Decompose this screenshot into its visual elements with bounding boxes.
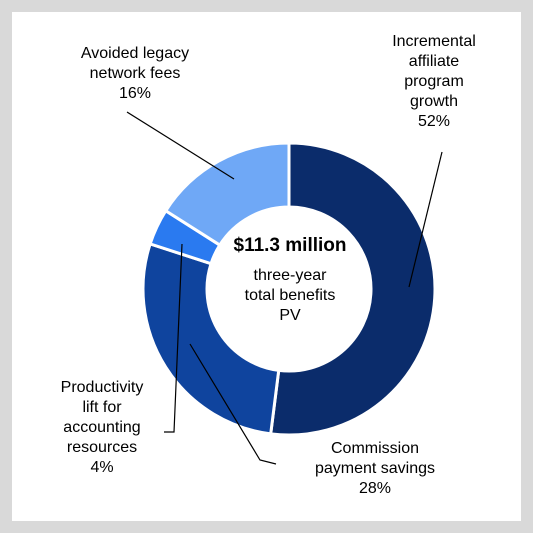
leader-productivity-lift (164, 243, 183, 433)
slice-label-commission-savings: Commission payment savings 28% (290, 439, 460, 499)
donut-chart (126, 111, 443, 465)
slice-label-name: Avoided legacy network fees (80, 45, 190, 82)
chart-card: $11.3 million three-year total benefits … (12, 12, 521, 521)
center-value: $11.3 million (233, 235, 347, 256)
slice-label-name: Incremental affiliate program growth (392, 33, 476, 110)
center-caption: three-year total benefits PV (244, 267, 336, 324)
leader-commission-savings (189, 343, 277, 465)
slice-label-avoided-fees: Avoided legacy network fees 16% (60, 44, 210, 104)
slice-incremental-affiliate (269, 141, 437, 437)
slice-label-name: Commission payment savings (314, 440, 436, 477)
slice-avoided-fees (163, 141, 291, 248)
slice-label-value: 52% (417, 113, 451, 130)
center-summary: $11.3 million three-year total benefits … (190, 234, 390, 326)
slice-label-value: 16% (118, 85, 152, 102)
slice-label-value: 28% (358, 480, 392, 497)
slice-commission-savings (141, 241, 281, 436)
slice-label-productivity-lift: Productivity lift for accounting resourc… (42, 378, 162, 478)
leader-avoided-fees (126, 111, 235, 180)
slice-label-name: Productivity lift for accounting resourc… (60, 379, 144, 456)
slice-label-incremental-affiliate: Incremental affiliate program growth 52% (364, 32, 504, 132)
leader-incremental-affiliate (408, 151, 443, 288)
slice-label-value: 4% (90, 459, 114, 476)
